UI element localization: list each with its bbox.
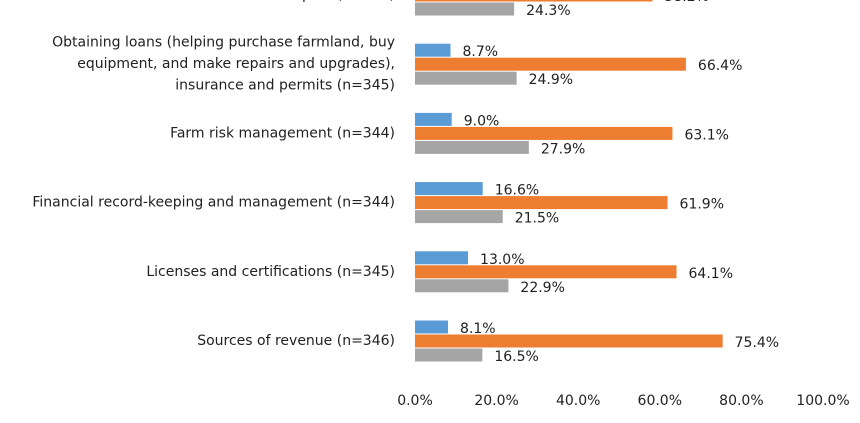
bar xyxy=(415,140,529,154)
x-tick-label: 40.0% xyxy=(556,393,600,409)
y-tick-label: Farm risk management (n=344) xyxy=(170,125,395,141)
bar xyxy=(415,182,483,196)
data-label: 58.2% xyxy=(664,0,708,5)
bar xyxy=(415,334,723,348)
data-label: 75.4% xyxy=(735,335,779,351)
y-tick-label: Sources of revenue (n=346) xyxy=(197,333,395,349)
data-label: 61.9% xyxy=(680,197,724,213)
bar xyxy=(415,112,452,126)
y-tick-label: Licenses and certifications (n=345) xyxy=(146,264,395,280)
data-label: 8.1% xyxy=(460,321,496,337)
bar xyxy=(415,0,653,2)
bar xyxy=(415,2,515,16)
bar xyxy=(415,251,469,265)
bar xyxy=(415,196,668,210)
data-label: 24.3% xyxy=(526,3,570,19)
bar xyxy=(415,57,686,71)
data-label: 13.0% xyxy=(480,252,524,268)
y-tick-label: Obtaining loans (helping purchase farmla… xyxy=(52,35,395,94)
data-label: 27.9% xyxy=(541,141,585,157)
data-label: 9.0% xyxy=(464,113,500,129)
data-label: 16.6% xyxy=(495,183,539,199)
data-label: 24.9% xyxy=(529,72,573,88)
x-tick-label: 20.0% xyxy=(474,393,518,409)
bar xyxy=(415,126,673,140)
data-label: 63.1% xyxy=(684,127,728,143)
x-tick-label: 80.0% xyxy=(719,393,763,409)
data-label: 22.9% xyxy=(520,280,564,296)
bar xyxy=(415,348,483,362)
bar xyxy=(415,279,509,293)
data-label: 8.7% xyxy=(462,44,498,60)
data-label: 16.5% xyxy=(494,349,538,365)
y-tick-label: Financial record-keeping and management … xyxy=(32,195,395,211)
bar xyxy=(415,71,517,85)
y-tick-label: business plan (n=342) xyxy=(237,0,395,3)
bar xyxy=(415,320,449,334)
bar xyxy=(415,210,503,224)
data-label: 64.1% xyxy=(689,266,733,282)
data-label: 66.4% xyxy=(698,58,742,74)
x-tick-label: 60.0% xyxy=(638,393,682,409)
bar xyxy=(415,265,677,279)
x-tick-label: 0.0% xyxy=(397,393,433,409)
bar xyxy=(415,43,451,57)
data-label: 21.5% xyxy=(515,211,559,227)
x-tick-label: 100.0% xyxy=(796,393,849,409)
